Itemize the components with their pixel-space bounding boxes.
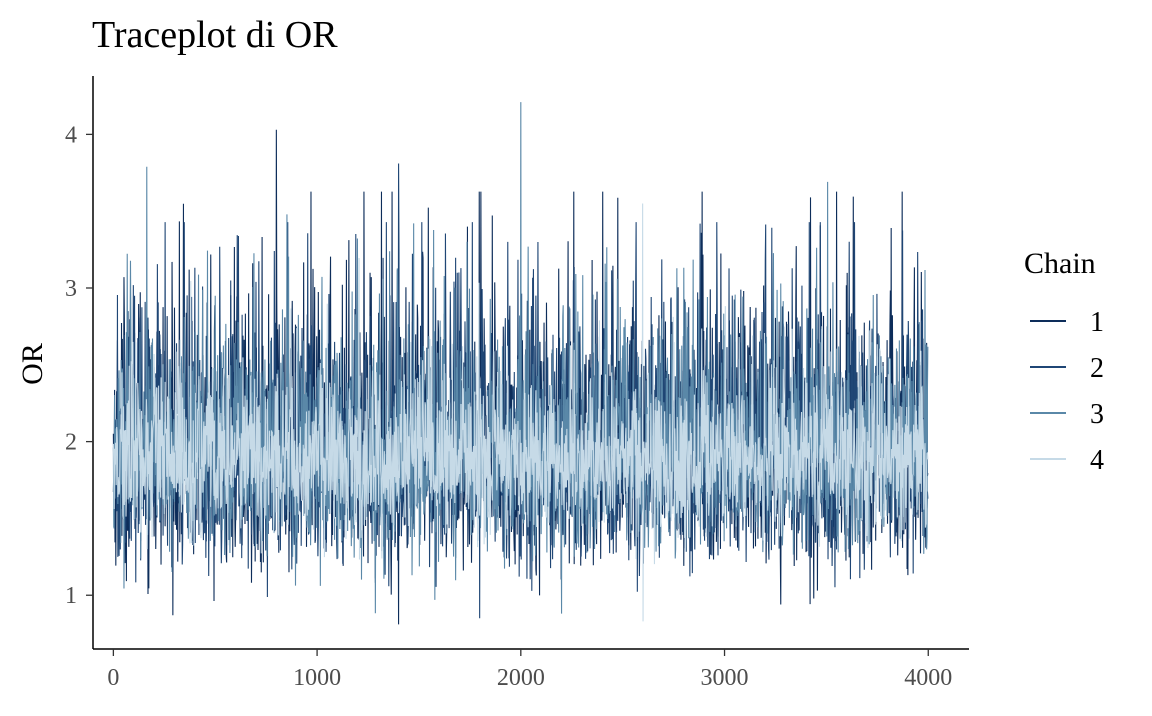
trace-line-chain-4 xyxy=(112,203,929,622)
y-axis-title: OR xyxy=(16,343,49,385)
x-tick-label: 0 xyxy=(107,665,119,691)
x-tick-label: 2000 xyxy=(497,665,545,691)
legend-title: Chain xyxy=(1024,247,1096,280)
x-tick-label: 1000 xyxy=(293,665,341,691)
x-tick-label: 4000 xyxy=(904,665,952,691)
chart-title: Traceplot di OR xyxy=(92,14,338,56)
x-tick-label: 3000 xyxy=(701,665,749,691)
legend: Chain 1 2 3 4 xyxy=(1024,247,1104,476)
y-tick-label: 4 xyxy=(65,122,77,148)
legend-label-chain-4: 4 xyxy=(1090,445,1104,476)
y-axis-ticks: 1 2 3 4 xyxy=(65,122,93,609)
legend-label-chain-2: 2 xyxy=(1090,353,1104,384)
y-tick-label: 2 xyxy=(65,430,77,456)
trace-lines xyxy=(112,102,929,625)
y-tick-label: 3 xyxy=(65,276,77,302)
legend-label-chain-1: 1 xyxy=(1090,307,1104,338)
y-tick-label: 1 xyxy=(65,583,77,609)
legend-label-chain-3: 3 xyxy=(1090,399,1104,430)
x-axis-ticks: 0 1000 2000 3000 4000 xyxy=(107,649,952,691)
